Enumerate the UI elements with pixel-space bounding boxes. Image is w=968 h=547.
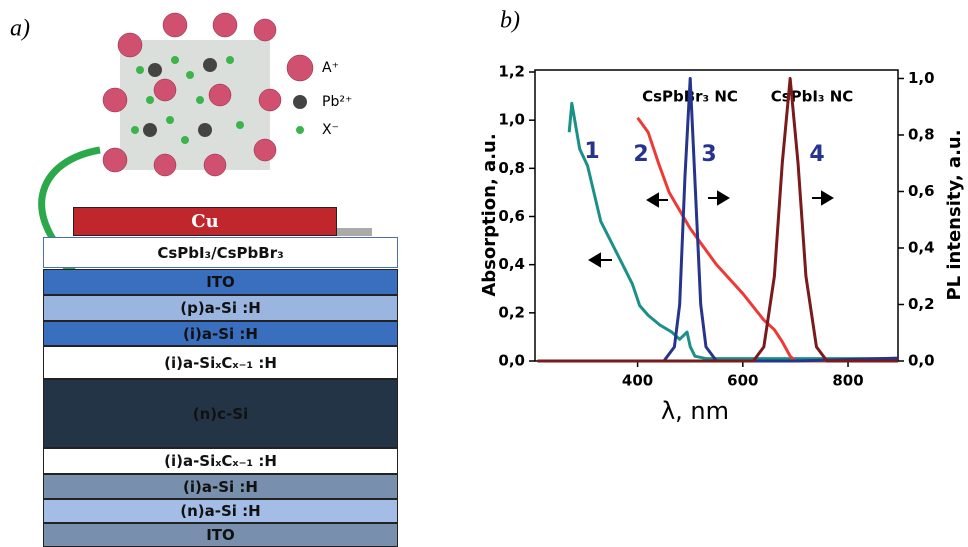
y2-tick-label: 0,6 xyxy=(908,182,935,200)
y-tick-label: 1,0 xyxy=(498,111,525,129)
y2-tick-label: 0,2 xyxy=(908,295,935,313)
legend-label: A⁺ xyxy=(322,60,339,76)
y2-tick-label: 0,0 xyxy=(908,352,935,370)
y-tick-label: 0,2 xyxy=(498,303,525,321)
layer: (i)a-SiₓCₓ₋₁ :H xyxy=(43,346,398,379)
layer: (i)a-Si :H xyxy=(43,321,398,346)
legend-label: X⁻ xyxy=(322,122,339,138)
series-label: 2 xyxy=(633,142,648,167)
arrows xyxy=(588,190,834,268)
series-line xyxy=(636,116,898,363)
layer: (p)a-Si :H xyxy=(43,295,398,321)
legend-label: Pb²⁺ xyxy=(322,94,352,110)
layer: (i)a-Si :H xyxy=(43,474,398,499)
layer: ITO xyxy=(43,269,398,295)
y2-tick-label: 0,8 xyxy=(908,125,935,143)
x-tick-label: 400 xyxy=(622,372,653,390)
contact-strip xyxy=(337,228,372,236)
annotation: CsPbI₃ NC xyxy=(771,88,854,106)
y-tick-label: 0,0 xyxy=(498,352,525,370)
y2-tick-label: 1,0 xyxy=(908,69,935,87)
layer: (n)a-Si :H xyxy=(43,499,398,523)
plot-frame xyxy=(534,69,899,362)
layer: Cu xyxy=(73,207,337,236)
layer: (n)c-Si xyxy=(43,379,398,448)
x-tick-label: 600 xyxy=(727,372,758,390)
series-label: 3 xyxy=(701,142,716,167)
y-axis-label: Absorption, a.u. xyxy=(479,133,500,296)
series-line xyxy=(537,76,898,363)
x-tick-label: 800 xyxy=(832,372,863,390)
y2-axis-label: PL intensity, a.u. xyxy=(944,129,965,300)
y-tick-label: 1,2 xyxy=(498,63,525,81)
series-label: 4 xyxy=(809,142,824,167)
panel-label: b) xyxy=(500,8,520,34)
y-tick-label: 0,4 xyxy=(498,255,525,273)
layer: CsPbI₃/CsPbBr₃ xyxy=(43,237,398,268)
y-tick-label: 0,8 xyxy=(498,159,525,177)
series-label: 1 xyxy=(584,139,599,164)
layer: (i)a-SiₓCₓ₋₁ :H xyxy=(43,448,398,474)
x-axis-label: λ, nm xyxy=(661,397,729,425)
series-line xyxy=(537,76,899,363)
crystal xyxy=(38,12,314,278)
panel-label: a) xyxy=(10,16,30,42)
y2-tick-label: 0,4 xyxy=(908,238,935,256)
y-tick-label: 0,6 xyxy=(498,207,525,225)
series-line xyxy=(567,101,898,361)
